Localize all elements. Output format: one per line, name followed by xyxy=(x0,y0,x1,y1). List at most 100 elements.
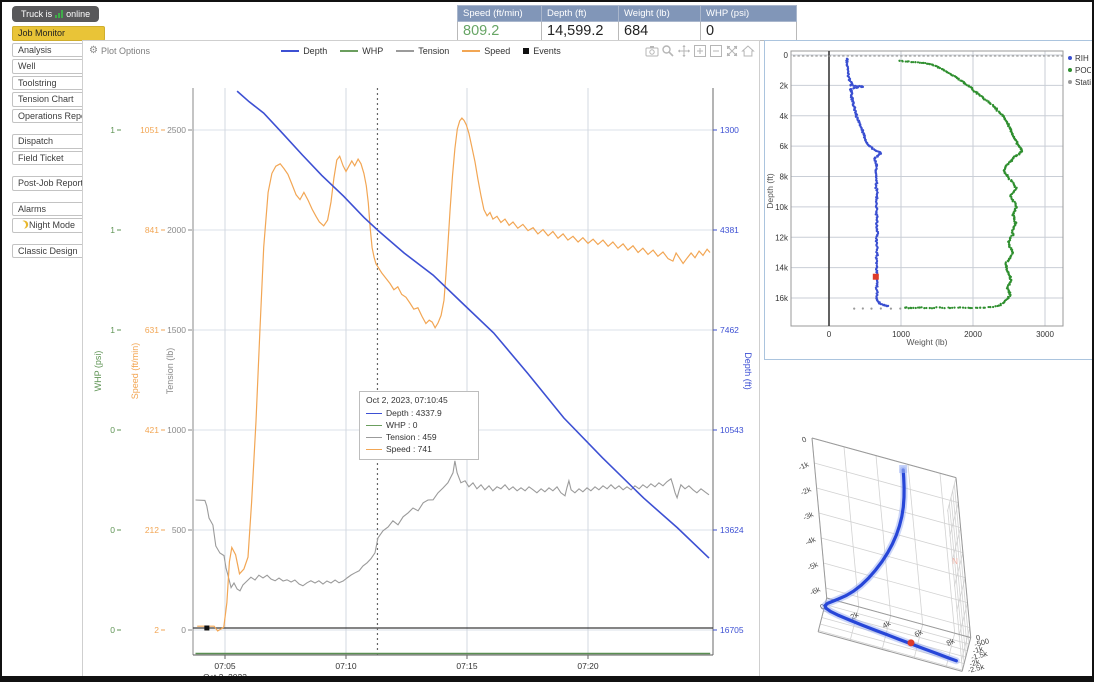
static-points xyxy=(793,55,1064,310)
tension-axis-title: Tension (lb) xyxy=(165,348,175,395)
zoom-in-icon[interactable] xyxy=(693,44,707,58)
north-annotation: N xyxy=(952,557,958,566)
tick-label: 212 xyxy=(145,525,159,535)
tick-label: 2500 xyxy=(167,125,186,135)
legend-label: Speed xyxy=(484,46,511,56)
sidebar-item-job-monitor[interactable]: Job Monitor xyxy=(12,26,105,41)
tick-label: 0 xyxy=(110,525,115,535)
line-swatch-icon xyxy=(340,50,359,52)
weight-depth-scatter-chart[interactable]: 0 2k 4k 6k 8k 10k 12k 14k 16k 0 1000 2000 3000 Weight… xyxy=(765,41,1091,357)
zoom-icon[interactable] xyxy=(661,44,675,58)
truck-status-prefix: Truck is xyxy=(21,9,53,19)
line-swatch-icon xyxy=(462,50,481,52)
sidebar-item-label: Post-Job Report xyxy=(18,178,84,189)
stat-value-speed: 809.2 xyxy=(457,21,542,41)
tick-label: 07:15 xyxy=(456,661,478,671)
y-axis-title: Depth (ft) xyxy=(765,173,775,209)
modebar xyxy=(645,44,755,58)
sidebar-item-label: Dispatch xyxy=(18,136,54,147)
tick-label: -1.5k xyxy=(970,649,989,662)
stat-value-depth: 14,599.2 xyxy=(541,21,619,41)
legend-item-events[interactable]: Events xyxy=(523,46,561,56)
sidebar-item-label: Alarms xyxy=(18,203,47,214)
legend-marker-icon xyxy=(1068,80,1072,84)
tick-label: 0 xyxy=(827,330,832,339)
tooltip-row-speed: Speed : 741 xyxy=(366,444,472,454)
tick-label: 8k xyxy=(780,173,789,182)
zoom-out-icon[interactable] xyxy=(709,44,723,58)
live-stats-table: Speed (ft/min) Depth (ft) Weight (lb) WHP (… xyxy=(457,5,797,41)
main-timeseries-chart[interactable]: 1110001051841631421212225002000150010005… xyxy=(83,41,759,681)
tick-label: -6k xyxy=(808,585,821,598)
legend-item-tension[interactable]: Tension xyxy=(396,46,449,56)
sidebar-item-label: Field Ticket xyxy=(18,152,64,163)
tick-label: 4381 xyxy=(720,225,739,235)
sidebar-item-label: Night Mode xyxy=(29,220,76,231)
sidebar-item-label: Classic Design xyxy=(18,245,78,256)
sidebar-item-tension-chart[interactable]: Tension Chart xyxy=(12,92,105,107)
sidebar-item-field-ticket[interactable]: Field Ticket xyxy=(12,150,105,165)
plot-options-button[interactable]: ⚙ Plot Options xyxy=(89,45,150,56)
tick-label: -2k xyxy=(968,657,981,668)
tick-label: 8k xyxy=(945,636,957,648)
weight-depth-panel: 0 2k 4k 6k 8k 10k 12k 14k 16k 0 1000 2000 3000 Weight… xyxy=(764,40,1092,360)
tick-label: 1000 xyxy=(167,425,186,435)
signal-icon xyxy=(55,10,64,18)
reset-axes-icon[interactable] xyxy=(741,44,755,58)
legend-item-whp[interactable]: WHP xyxy=(340,46,383,56)
tick-label: 1300 xyxy=(720,125,739,135)
legend-label: Events xyxy=(533,46,561,56)
line-swatch-icon xyxy=(366,412,382,414)
legend-label: Tension xyxy=(418,46,450,56)
depth-series-line xyxy=(236,90,710,559)
camera-icon[interactable] xyxy=(645,44,659,58)
tick-label: 10543 xyxy=(720,425,744,435)
square-marker-icon xyxy=(523,48,530,54)
legend-item-depth[interactable]: Depth xyxy=(281,46,327,56)
pan-icon[interactable] xyxy=(677,44,691,58)
tick-label: 0 xyxy=(110,425,115,435)
sidebar-item-toolstring[interactable]: Toolstring xyxy=(12,75,105,90)
tick-label: 500 xyxy=(172,525,186,535)
legend-item-static: Static xyxy=(1075,78,1091,87)
tick-label: -5k xyxy=(806,560,819,573)
tick-label: 841 xyxy=(145,225,159,235)
tick-label: 1 xyxy=(110,225,115,235)
line-swatch-icon xyxy=(281,50,300,52)
sidebar-item-label: Operations Report xyxy=(18,110,92,121)
sidebar-nav: Job Monitor Analysis Well Toolstring Tension… xyxy=(12,26,105,260)
event-marker xyxy=(204,625,210,631)
tick-label: 2000 xyxy=(167,225,186,235)
tick-label: 7462 xyxy=(720,325,739,335)
tick-label: 6k xyxy=(780,142,789,151)
sidebar-item-dispatch[interactable]: Dispatch xyxy=(12,134,105,149)
truck-status-suffix: online xyxy=(66,9,91,19)
tick-label: -1k xyxy=(972,644,985,655)
tooltip-value: WHP : 0 xyxy=(386,420,418,430)
current-position-marker xyxy=(907,639,915,647)
legend-item-speed[interactable]: Speed xyxy=(462,46,510,56)
stat-value-weight: 684 xyxy=(618,21,701,41)
tooltip-value: Speed : 741 xyxy=(386,444,432,454)
tick-label: 0 xyxy=(110,625,115,635)
tick-label: -500 xyxy=(973,636,990,649)
legend-label: Depth xyxy=(303,46,328,56)
axes-3d xyxy=(811,437,972,672)
trajectory-start-marker xyxy=(899,465,908,474)
legend-marker-icon xyxy=(1068,56,1072,60)
autoscale-icon[interactable] xyxy=(725,44,739,58)
stat-value-whp: 0 xyxy=(700,21,797,41)
tick-label: 1051 xyxy=(140,125,159,135)
tick-label: 2k xyxy=(849,610,861,622)
sidebar-item-label: Tension Chart xyxy=(18,94,74,105)
rih-points xyxy=(845,57,890,308)
current-position-marker xyxy=(872,273,879,280)
tooltip-row-tension: Tension : 459 xyxy=(366,432,472,442)
tick-label: -3k xyxy=(801,510,814,523)
stat-header-speed: Speed (ft/min) xyxy=(457,5,542,22)
tooltip-value: Depth : 4337.9 xyxy=(386,408,442,418)
tooltip-row-depth: Depth : 4337.9 xyxy=(366,408,472,418)
tick-label: 6k xyxy=(913,627,925,639)
tension-series-line xyxy=(195,460,710,592)
